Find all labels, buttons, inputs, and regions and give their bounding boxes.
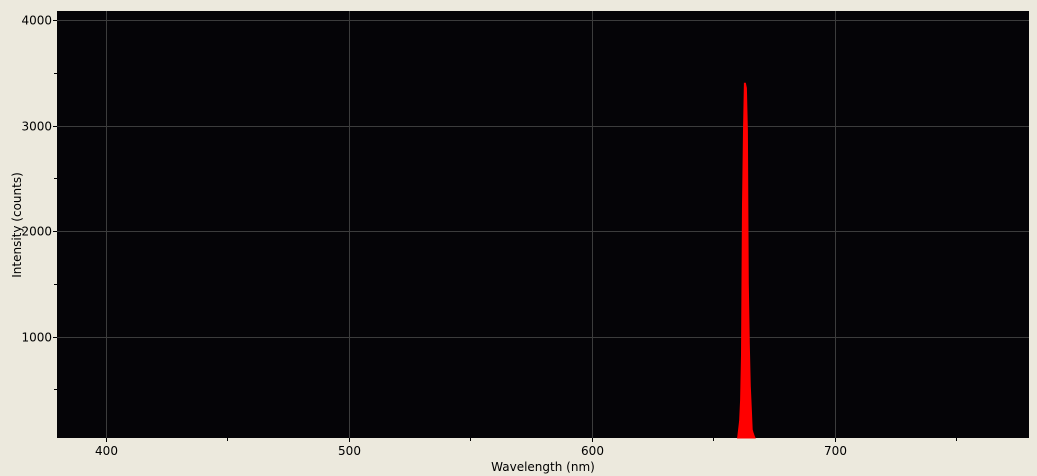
plot-area (57, 11, 1029, 438)
spectrum-area (737, 82, 756, 439)
y-tick-label: 3000 (21, 120, 52, 134)
x-tick-label: 400 (95, 444, 118, 458)
y-tick-label: 2000 (21, 225, 52, 239)
y-axis-label: Intensity (counts) (10, 172, 24, 278)
grid (57, 11, 1029, 438)
x-tick-label: 700 (824, 444, 847, 458)
x-tick-label: 600 (581, 444, 604, 458)
axes: 400 500 600 700 1000 2000 3000 4000 (21, 14, 957, 458)
x-tick-label: 500 (338, 444, 361, 458)
series-marks (737, 82, 756, 439)
y-tick-label: 1000 (21, 331, 52, 345)
y-tick-label: 4000 (21, 14, 52, 28)
x-axis-label: Wavelength (nm) (491, 460, 595, 474)
